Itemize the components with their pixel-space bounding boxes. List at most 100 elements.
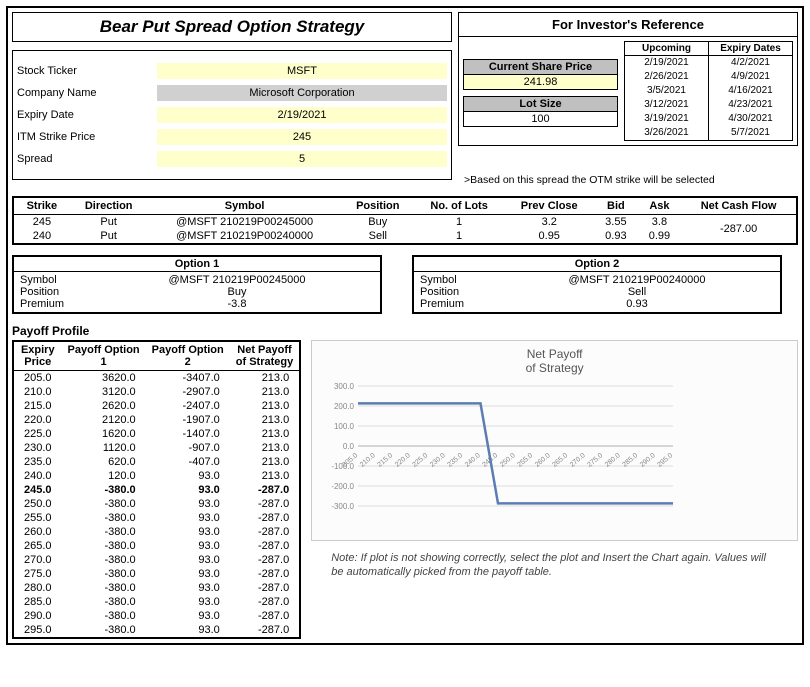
payoff-chart: Net Payoff of Strategy -300.0-200.0-100.… xyxy=(311,340,798,541)
opt1-prem-label: Premium xyxy=(20,298,88,310)
expiry-date: 3/12/2021 xyxy=(625,98,709,112)
spread-label: Spread xyxy=(17,153,157,165)
main-cell: 3.55 xyxy=(594,215,638,230)
payoff-table: ExpiryPricePayoff Option1Payoff Option2N… xyxy=(12,340,301,639)
payoff-cell: -3407.0 xyxy=(146,371,230,386)
opt2-pos: Sell xyxy=(500,286,774,298)
payoff-cell: 215.0 xyxy=(13,399,62,413)
payoff-cell: -287.0 xyxy=(230,567,300,581)
payoff-cell: 260.0 xyxy=(13,525,62,539)
ticker-input[interactable]: MSFT xyxy=(157,63,447,79)
payoff-header: ExpiryPrice xyxy=(13,341,62,371)
expiry-head-2: Expiry Dates xyxy=(709,42,792,56)
svg-text:300.0: 300.0 xyxy=(334,382,355,391)
main-header: Symbol xyxy=(148,197,342,215)
chart-svg: -300.0-200.0-100.00.0100.0200.0300.0205.… xyxy=(318,381,678,531)
expiry-date: 5/7/2021 xyxy=(709,126,792,140)
payoff-cell: -380.0 xyxy=(62,553,146,567)
inputs-panel: Stock Ticker MSFT Company Name Microsoft… xyxy=(12,50,452,180)
spread-input[interactable]: 5 xyxy=(157,151,447,167)
payoff-cell: 93.0 xyxy=(146,567,230,581)
expiry-date: 4/16/2021 xyxy=(709,84,792,98)
main-cell: Put xyxy=(70,229,148,244)
option2-title: Option 2 xyxy=(414,257,780,272)
payoff-cell: 213.0 xyxy=(230,455,300,469)
payoff-cell: 213.0 xyxy=(230,371,300,386)
payoff-cell: -287.0 xyxy=(230,497,300,511)
payoff-cell: -287.0 xyxy=(230,581,300,595)
payoff-cell: -380.0 xyxy=(62,525,146,539)
main-header: Position xyxy=(342,197,414,215)
reference-panel: For Investor's Reference Current Share P… xyxy=(458,12,798,146)
payoff-cell: 120.0 xyxy=(62,469,146,483)
options-table: StrikeDirectionSymbolPositionNo. of Lots… xyxy=(12,196,798,245)
payoff-cell: -380.0 xyxy=(62,595,146,609)
payoff-cell: 270.0 xyxy=(13,553,62,567)
main-cell: @MSFT 210219P00240000 xyxy=(148,229,342,244)
main-cell: 1 xyxy=(414,215,504,230)
payoff-cell: 213.0 xyxy=(230,399,300,413)
payoff-cell: 295.0 xyxy=(13,623,62,638)
strike-label: ITM Strike Price xyxy=(17,131,157,143)
opt1-pos-label: Position xyxy=(20,286,88,298)
lot-label: Lot Size xyxy=(464,97,617,112)
payoff-header: Net Payoffof Strategy xyxy=(230,341,300,371)
expiry-head-1: Upcoming xyxy=(625,42,709,56)
opt2-prem-label: Premium xyxy=(420,298,488,310)
strike-input[interactable]: 245 xyxy=(157,129,447,145)
opt1-sym: @MSFT 210219P00245000 xyxy=(100,274,374,286)
expiry-date: 3/26/2021 xyxy=(625,126,709,140)
opt2-prem: 0.93 xyxy=(500,298,774,310)
main-header: Net Cash Flow xyxy=(681,197,797,215)
expiry-date: 4/2/2021 xyxy=(709,56,792,70)
main-cell: Buy xyxy=(342,215,414,230)
payoff-cell: 3620.0 xyxy=(62,371,146,386)
payoff-title: Payoff Profile xyxy=(12,324,798,338)
payoff-cell: 213.0 xyxy=(230,413,300,427)
main-header: Bid xyxy=(594,197,638,215)
payoff-cell: -380.0 xyxy=(62,623,146,638)
payoff-cell: 93.0 xyxy=(146,553,230,567)
main-header: Strike xyxy=(13,197,70,215)
chart-note: Note: If plot is not showing correctly, … xyxy=(311,541,798,589)
page-title: Bear Put Spread Option Strategy xyxy=(12,12,452,42)
payoff-cell: 93.0 xyxy=(146,581,230,595)
payoff-cell: 1620.0 xyxy=(62,427,146,441)
payoff-cell: 2120.0 xyxy=(62,413,146,427)
opt1-sym-label: Symbol xyxy=(20,274,88,286)
main-cell: Put xyxy=(70,215,148,230)
chart-title-1: Net Payoff xyxy=(527,347,583,361)
payoff-cell: 220.0 xyxy=(13,413,62,427)
main-cell: 1 xyxy=(414,229,504,244)
payoff-cell: 3120.0 xyxy=(62,385,146,399)
payoff-header: Payoff Option2 xyxy=(146,341,230,371)
payoff-cell: -287.0 xyxy=(230,595,300,609)
opt1-pos: Buy xyxy=(100,286,374,298)
opt1-prem: -3.8 xyxy=(100,298,374,310)
payoff-cell: 93.0 xyxy=(146,595,230,609)
payoff-cell: 93.0 xyxy=(146,483,230,497)
net-cash-flow: -287.00 xyxy=(681,215,797,245)
payoff-cell: 280.0 xyxy=(13,581,62,595)
spread-note: >Based on this spread the OTM strike wil… xyxy=(458,174,798,186)
payoff-cell: -287.0 xyxy=(230,483,300,497)
main-header: No. of Lots xyxy=(414,197,504,215)
payoff-cell: 285.0 xyxy=(13,595,62,609)
expiry-date: 3/19/2021 xyxy=(625,112,709,126)
expiry-date: 3/5/2021 xyxy=(625,84,709,98)
main-cell: 0.95 xyxy=(504,229,594,244)
expiry-input[interactable]: 2/19/2021 xyxy=(157,107,447,123)
payoff-cell: 93.0 xyxy=(146,469,230,483)
payoff-cell: 620.0 xyxy=(62,455,146,469)
svg-text:0.0: 0.0 xyxy=(343,442,355,451)
opt2-sym: @MSFT 210219P00240000 xyxy=(500,274,774,286)
main-header: Direction xyxy=(70,197,148,215)
payoff-cell: 93.0 xyxy=(146,525,230,539)
payoff-cell: 213.0 xyxy=(230,441,300,455)
payoff-cell: -287.0 xyxy=(230,623,300,638)
payoff-cell: 210.0 xyxy=(13,385,62,399)
expiry-date: 4/30/2021 xyxy=(709,112,792,126)
payoff-cell: -380.0 xyxy=(62,483,146,497)
payoff-cell: 93.0 xyxy=(146,623,230,638)
payoff-cell: 225.0 xyxy=(13,427,62,441)
